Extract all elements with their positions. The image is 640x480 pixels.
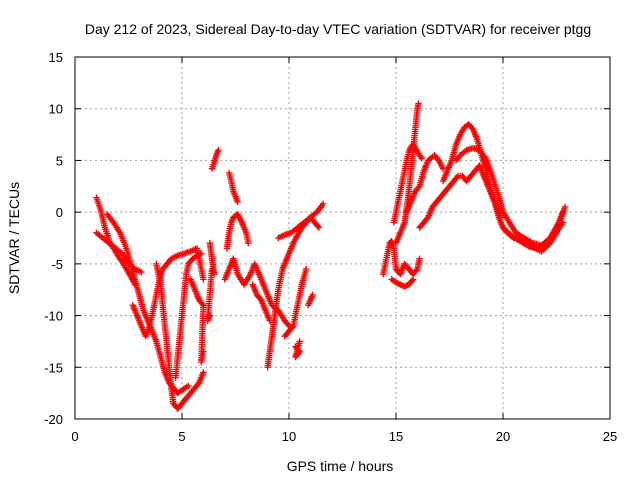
data-point (415, 100, 422, 107)
series-arc-r (305, 291, 316, 309)
data-point (284, 321, 292, 328)
chart-title: Day 212 of 2023, Sidereal Day-to-day VTE… (85, 21, 591, 37)
data-point (402, 282, 410, 290)
data-point (408, 277, 416, 284)
x-tick-label: 20 (496, 429, 510, 444)
series-arc-e (153, 260, 207, 412)
series-arc-s (379, 237, 423, 278)
data-point (418, 155, 425, 162)
series-arc-h (204, 239, 218, 324)
data-point (401, 283, 408, 290)
data-point (309, 291, 316, 299)
series-arc-q (292, 338, 303, 361)
series-arc-g (187, 276, 207, 366)
data-point (398, 282, 405, 289)
y-tick-label: -10 (44, 309, 63, 324)
data-point (196, 251, 204, 258)
ticks (74, 56, 611, 420)
y-tick-label: 10 (49, 102, 63, 117)
y-tick-labels: -20 -15 -10 -5 0 5 10 15 (44, 50, 63, 427)
y-tick-label: -15 (44, 360, 63, 375)
data-point (320, 200, 327, 208)
series-arc-j (225, 169, 241, 205)
data-point (245, 239, 252, 247)
data-point (206, 312, 214, 319)
x-tick-label: 5 (178, 429, 185, 444)
x-tick-label: 10 (282, 429, 296, 444)
data-point (314, 223, 322, 230)
data-point (195, 251, 202, 259)
data-point (453, 174, 461, 181)
data-point (561, 203, 569, 211)
y-tick-label: 5 (56, 153, 63, 168)
data-point (289, 324, 296, 331)
series-arc-c (103, 211, 192, 397)
x-tick-label: 15 (389, 429, 403, 444)
series-arc-u (390, 141, 425, 226)
series-arc-i (208, 146, 222, 172)
series-arc-o (275, 200, 327, 242)
data-point (302, 265, 310, 273)
grid (75, 57, 610, 419)
data-point (200, 369, 207, 376)
x-tick-labels: 0 5 10 15 20 25 (71, 429, 617, 444)
y-tick-label: -5 (51, 257, 63, 272)
data-point (193, 252, 201, 259)
series-arc-f (172, 250, 205, 381)
x-axis-label: GPS time / hours (287, 458, 394, 474)
data-point (138, 268, 145, 276)
data-point (215, 146, 222, 154)
data-point (397, 281, 404, 288)
y-tick-label: 15 (49, 50, 63, 65)
data-point (416, 255, 423, 262)
series-arc-d (129, 245, 207, 340)
series-arc-w (403, 152, 447, 216)
data-point (409, 276, 417, 283)
data-point (198, 250, 205, 257)
series-arc-k (223, 211, 252, 252)
y-tick-label: 0 (56, 205, 63, 220)
data-point (413, 267, 420, 274)
series-arc-ab (512, 208, 567, 255)
data-point (200, 348, 207, 355)
data-point (392, 279, 400, 286)
data-point (415, 184, 422, 191)
plot-frame (74, 56, 611, 420)
data-point (315, 224, 323, 231)
series-arc-m (249, 281, 273, 324)
data-point (394, 279, 401, 287)
y-axis-label: SDTVAR / TECUs (6, 182, 22, 294)
data-point (296, 338, 303, 345)
data-series (93, 100, 569, 412)
series-arc-t (388, 276, 417, 290)
y-tick-label: -20 (44, 412, 63, 427)
data-point (200, 276, 207, 283)
data-point (185, 382, 192, 390)
data-point (559, 208, 567, 216)
data-point (395, 280, 403, 288)
data-point (234, 198, 241, 205)
x-tick-label: 25 (603, 429, 617, 444)
x-tick-label: 0 (71, 429, 78, 444)
series-arc-p (281, 265, 310, 340)
data-point (199, 300, 206, 308)
